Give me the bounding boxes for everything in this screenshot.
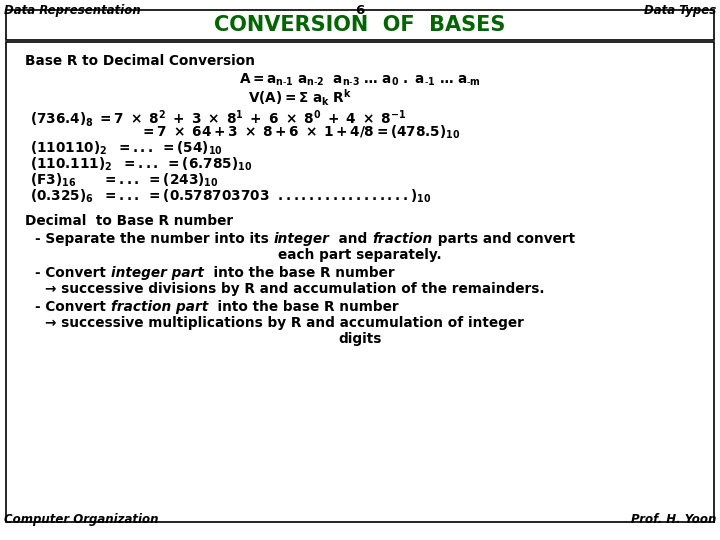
Text: $\mathbf{(736.4)_8\ =7\ \times\ 8^2\ +\ 3\ \times\ 8^1\ +\ 6\ \times\ 8^0\ +\ 4\: $\mathbf{(736.4)_8\ =7\ \times\ 8^2\ +\ … [30, 108, 406, 129]
Text: - Convert: - Convert [35, 266, 111, 280]
Text: - Separate the number into its: - Separate the number into its [35, 232, 274, 246]
Text: integer: integer [274, 232, 329, 246]
Text: $\mathbf{= 7\ \times\ 64 + 3\ \times\ 8 + 6\ \times\ 1 + 4/8 = (478.5)_{10}}$: $\mathbf{= 7\ \times\ 64 + 3\ \times\ 8 … [140, 124, 461, 141]
Text: Decimal  to Base R number: Decimal to Base R number [25, 214, 233, 228]
Text: fraction part: fraction part [111, 300, 208, 314]
Text: $\mathbf{(110.111)_2\ \ =...\ =(6.785)_{10}}$: $\mathbf{(110.111)_2\ \ =...\ =(6.785)_{… [30, 156, 252, 173]
Text: integer part: integer part [111, 266, 204, 280]
Text: Computer Organization: Computer Organization [4, 513, 158, 526]
Text: CONVERSION  OF  BASES: CONVERSION OF BASES [215, 15, 505, 35]
Text: $\mathbf{V(A) = \Sigma\ a_k\ R^k}$: $\mathbf{V(A) = \Sigma\ a_k\ R^k}$ [248, 88, 352, 109]
Text: → successive multiplications by R and accumulation of integer: → successive multiplications by R and ac… [45, 316, 524, 330]
Text: $\mathbf{(0.325)_6\ \ =...\ =(0.578703703\ \ .................)_{10}}$: $\mathbf{(0.325)_6\ \ =...\ =(0.57870370… [30, 188, 431, 205]
Text: Base R to Decimal Conversion: Base R to Decimal Conversion [25, 54, 255, 68]
Text: Data Representation: Data Representation [4, 4, 140, 17]
FancyBboxPatch shape [6, 42, 714, 522]
Text: $\mathbf{A = a_{n\text{-}1}\ a_{n\text{-}2}\ \ a_{n\text{-}3}\ \ldots\ a_0\ .\ a: $\mathbf{A = a_{n\text{-}1}\ a_{n\text{-… [239, 72, 481, 89]
Text: fraction: fraction [372, 232, 433, 246]
Text: 6: 6 [356, 4, 364, 17]
Text: each part separately.: each part separately. [278, 248, 442, 262]
Text: into the base R number: into the base R number [204, 266, 394, 280]
Text: $\mathbf{(110110)_2\ \ =...\ =(54)_{10}}$: $\mathbf{(110110)_2\ \ =...\ =(54)_{10}}… [30, 140, 223, 157]
Text: parts and convert: parts and convert [433, 232, 575, 246]
Text: into the base R number: into the base R number [208, 300, 398, 314]
Text: digits: digits [338, 332, 382, 346]
FancyBboxPatch shape [6, 10, 714, 40]
Text: Data Types: Data Types [644, 4, 716, 17]
Text: $\mathbf{(F3)_{16}\ \ \ \ \ \ =...\ =(243)_{10}}$: $\mathbf{(F3)_{16}\ \ \ \ \ \ =...\ =(24… [30, 172, 219, 190]
Text: - Convert: - Convert [35, 300, 111, 314]
Text: Prof. H. Yoon: Prof. H. Yoon [631, 513, 716, 526]
Text: → successive divisions by R and accumulation of the remainders.: → successive divisions by R and accumula… [45, 282, 544, 296]
Text: and: and [329, 232, 372, 246]
